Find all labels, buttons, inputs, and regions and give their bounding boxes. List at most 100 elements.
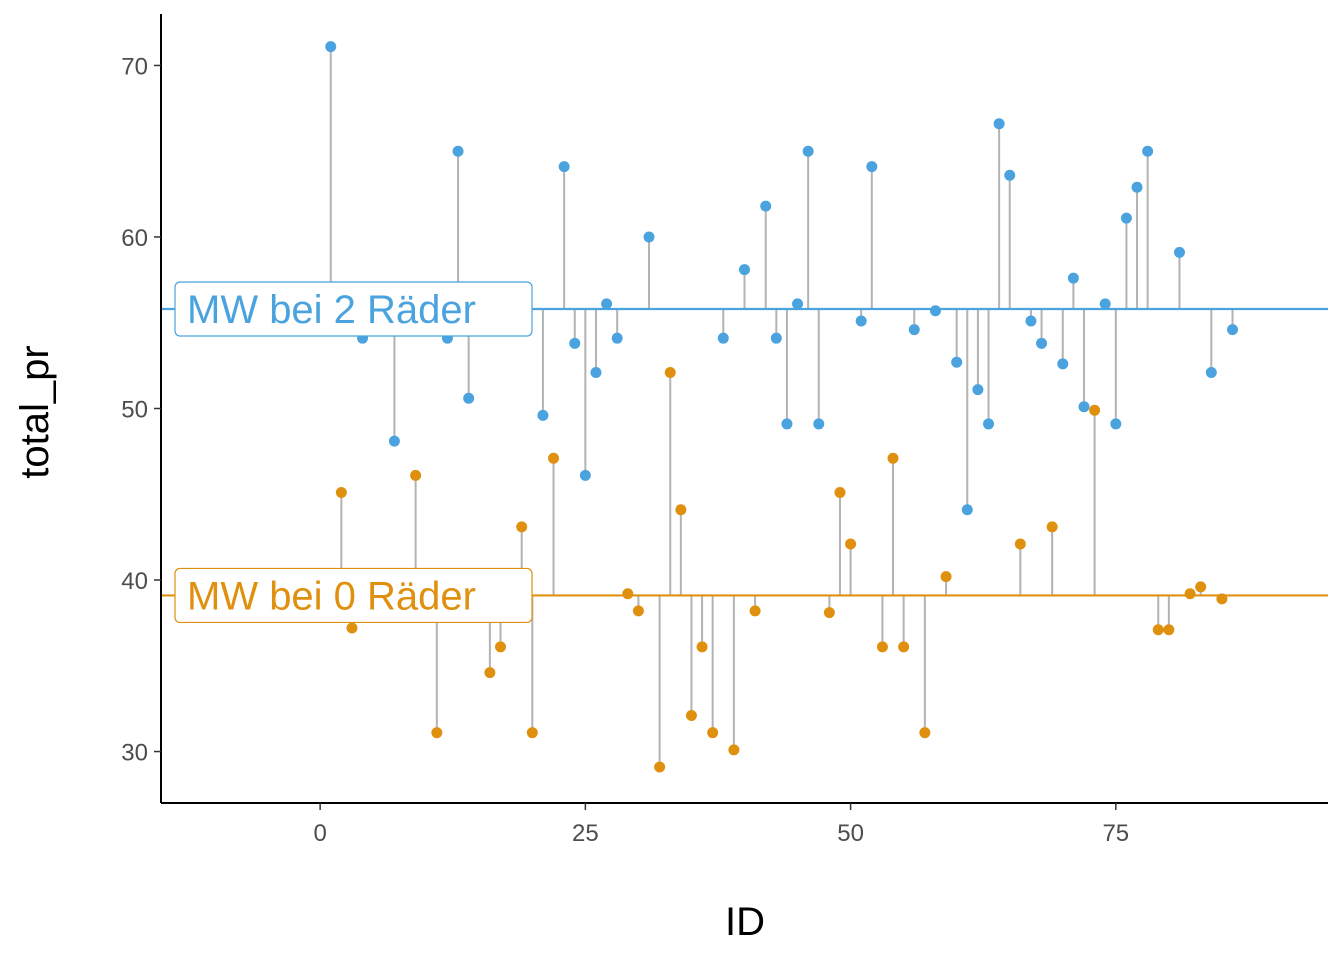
data-point-group-0 [654,761,666,773]
data-point-group-2 [983,418,995,430]
data-point-group-2 [770,332,782,344]
data-point-group-0 [898,641,910,653]
data-point-group-0 [548,452,560,464]
data-point-group-0 [516,521,528,533]
data-point-group-2 [760,200,772,212]
data-point-group-0 [1195,581,1207,593]
data-point-group-2 [1120,212,1132,224]
data-point-group-0 [728,744,740,756]
y-tick-label: 70 [121,53,148,80]
mean-label-box [174,567,533,624]
mean-lines [161,307,1328,597]
data-point-group-2 [611,332,623,344]
mean-label-text: MW bei 2 Räder [187,288,476,332]
data-point-group-0 [431,727,443,739]
data-point-group-2 [1227,324,1239,336]
mean-label-group-2: MW bei 2 Räder [174,281,533,337]
data-point-group-0 [675,504,687,516]
data-point-group-0 [1216,593,1228,605]
data-point-group-0 [484,667,496,679]
data-point-group-0 [335,487,347,499]
data-point-group-0 [940,571,952,583]
data-point-group-2 [792,298,804,310]
x-tick-label: 50 [837,820,864,847]
data-point-group-0 [410,469,422,481]
data-point-group-0 [834,487,846,499]
y-tick-label: 60 [121,225,148,252]
data-point-group-2 [1067,272,1079,284]
data-point-group-0 [685,710,697,722]
data-point-group-2 [537,409,549,421]
mean-label-text: MW bei 0 Räder [187,574,476,618]
mean-labels: MW bei 2 Räder MW bei 0 Räder [174,281,533,624]
data-point-group-0 [632,605,644,617]
data-point-group-2 [325,41,337,53]
data-point-group-0 [887,452,899,464]
data-point-group-2 [1025,315,1037,327]
data-point-group-0 [346,622,358,634]
x-axis-title: ID [725,900,765,944]
data-point-group-0 [526,727,538,739]
data-point-group-2 [569,337,581,349]
data-point-group-2 [972,384,984,396]
data-point-group-2 [452,145,464,157]
data-point-group-2 [1131,181,1143,193]
data-point-group-2 [1142,145,1154,157]
data-point-group-0 [1089,404,1101,416]
data-point-group-0 [622,588,634,600]
data-point-group-0 [707,727,719,739]
data-point-group-2 [961,504,973,516]
x-tick-label: 0 [313,820,326,847]
data-point-group-2 [908,324,920,336]
data-point-group-0 [823,607,835,619]
data-point-group-0 [1184,588,1196,600]
data-point-group-2 [802,145,814,157]
data-point-group-2 [579,469,591,481]
data-point-group-0 [494,641,506,653]
data-point-group-2 [463,392,475,404]
data-point-group-0 [1014,538,1026,550]
data-point-group-2 [866,161,878,173]
data-point-group-0 [876,641,888,653]
data-point-group-2 [813,418,825,430]
data-points [325,41,1239,773]
y-axis-title: total_pr [13,345,57,478]
y-tick-label: 50 [121,397,148,424]
data-point-group-2 [929,305,941,317]
data-point-group-0 [919,727,931,739]
y-tick-label: 30 [121,740,148,767]
data-point-group-0 [749,605,761,617]
data-point-group-2 [993,118,1005,130]
data-point-group-2 [1173,246,1185,258]
data-point-group-0 [696,641,708,653]
data-point-group-2 [590,366,602,378]
data-point-group-0 [664,366,676,378]
data-point-group-2 [1078,401,1090,413]
data-point-group-2 [855,315,867,327]
data-point-group-2 [717,332,729,344]
x-tick-label: 25 [572,820,599,847]
data-point-group-2 [1110,418,1122,430]
data-point-group-0 [845,538,857,550]
data-point-group-2 [1057,358,1069,370]
data-point-group-0 [1046,521,1058,533]
data-point-group-2 [601,298,613,310]
data-point-group-2 [643,231,655,243]
data-point-group-2 [1205,366,1217,378]
data-point-group-2 [558,161,570,173]
data-point-group-0 [1163,624,1175,636]
data-point-group-2 [781,418,793,430]
mean-label-group-0: MW bei 0 Räder [174,567,533,624]
mean-label-box [174,281,533,337]
data-point-group-2 [951,356,963,368]
x-tick-label: 75 [1102,820,1129,847]
data-point-group-2 [739,264,750,276]
data-point-group-2 [1004,169,1016,181]
y-tick-label: 40 [121,568,148,595]
axes: 0 25 50 75 30 40 50 60 70 [121,14,1328,847]
data-point-group-2 [388,435,400,447]
data-point-group-2 [1036,337,1048,349]
data-point-group-0 [1152,624,1164,636]
data-point-group-2 [1099,298,1111,310]
